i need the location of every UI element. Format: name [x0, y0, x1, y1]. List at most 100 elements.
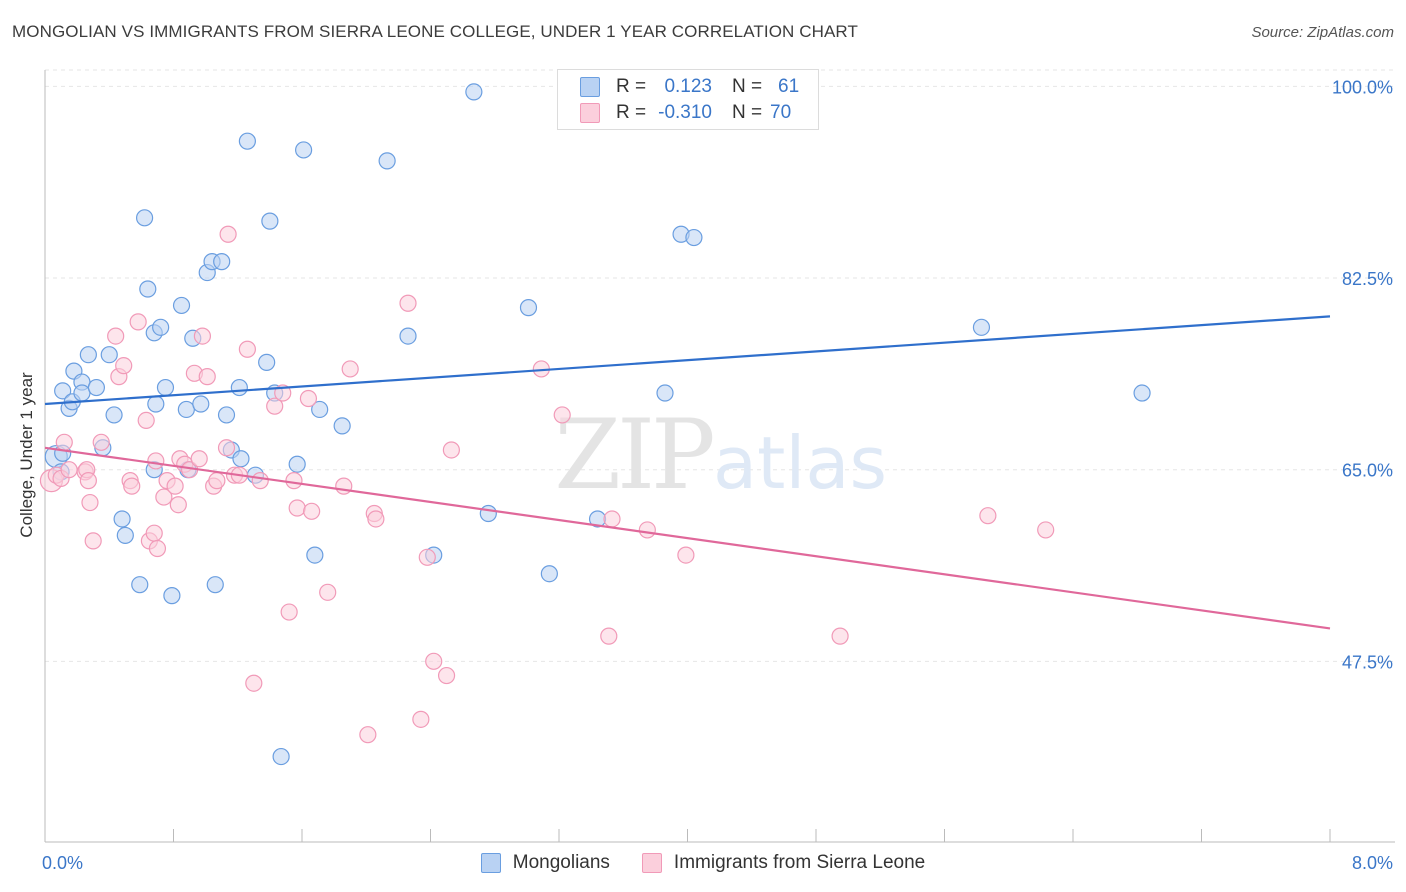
sierra-leone-point — [190, 450, 208, 468]
n-label: N = — [732, 76, 763, 97]
mongolian-point — [213, 253, 231, 271]
x-tick-label: 0.0% — [42, 853, 83, 873]
mongolian-point — [272, 747, 290, 766]
mongolian-point — [479, 504, 497, 523]
tick-labels: 47.5% 65.0% 82.5% 100.0% 0.0% 8.0% — [42, 77, 1393, 873]
sierra-leone-point — [145, 524, 163, 542]
y-tick-label: 47.5% — [1342, 652, 1393, 672]
sierra-leone-point — [359, 726, 377, 744]
mongolian-point — [147, 395, 165, 413]
sierra-leone-point — [442, 441, 460, 459]
legend-item-mongolians: Mongolians — [480, 852, 610, 874]
mongolian-point — [135, 209, 154, 227]
sierra-leone-point — [55, 433, 73, 451]
mongolians-trend-line — [44, 315, 1331, 406]
y-tick-label: 82.5% — [1342, 269, 1393, 289]
sierra-leone-point — [303, 502, 321, 520]
sierra-leone-point — [147, 452, 165, 470]
sierra-leone-point — [425, 652, 443, 670]
mongolian-point — [54, 382, 72, 400]
n-label: N = — [732, 102, 763, 123]
sierra-leone-swatch — [580, 103, 600, 123]
sierra-leone-point — [437, 666, 456, 685]
mongolian-point — [87, 378, 106, 397]
r-value: -0.310 — [658, 102, 712, 123]
sierra-leone-point — [266, 397, 284, 415]
sierra-leone-point — [288, 499, 306, 517]
sierra-leone-point — [115, 357, 133, 375]
sierra-leone-point — [341, 360, 359, 378]
mongolian-point — [311, 400, 329, 419]
mongolian-point — [163, 587, 181, 605]
sierra-leone-point — [335, 477, 353, 495]
mongolian-point — [465, 83, 483, 101]
mongolian-point — [177, 400, 195, 419]
sierra-leone-swatch — [641, 853, 662, 873]
mongolian-point — [333, 417, 351, 435]
trend-lines — [44, 315, 1331, 630]
sierra-leone-point — [553, 406, 571, 424]
sierra-leone-point — [193, 327, 212, 345]
sierra-leone-point — [600, 627, 618, 645]
sierra-leone-point — [208, 472, 226, 490]
mongolian-point — [172, 296, 191, 315]
sierra-leone-point — [166, 477, 184, 495]
sierra-leone-point — [198, 368, 216, 386]
sierra-leone-point — [399, 294, 417, 312]
sierra-leone-point — [217, 439, 236, 457]
chart-title: MONGOLIAN VS IMMIGRANTS FROM SIERRA LEON… — [12, 22, 858, 41]
mongolian-point — [232, 450, 250, 468]
sierra-leone-point — [831, 627, 849, 645]
mongolian-point — [306, 546, 324, 564]
mongolian-point — [79, 346, 97, 364]
n-value: 70 — [770, 102, 792, 123]
sierra-leone-point — [251, 472, 269, 490]
sierra-leone-point — [319, 583, 337, 601]
sierra-leone-point — [245, 674, 263, 692]
n-value: 61 — [778, 76, 800, 97]
mongolian-point — [972, 318, 991, 336]
mongolian-point — [399, 327, 417, 345]
sierra-leone-point — [60, 461, 78, 479]
sierra-leone-point — [81, 493, 99, 512]
mongolian-point — [113, 510, 131, 528]
mongolian-point — [685, 228, 703, 247]
mongolian-point — [238, 132, 256, 150]
mongolian-point — [152, 318, 170, 336]
sierra-leone-point — [677, 546, 695, 564]
sierra-leone-point — [148, 539, 167, 558]
mongolian-point — [131, 576, 149, 594]
sierra-leone-point — [299, 389, 318, 408]
data-points — [39, 83, 1151, 766]
legend-label: Mongolians — [512, 852, 610, 873]
mongolians-swatch — [480, 853, 501, 873]
gridlines — [45, 69, 1395, 662]
mongolian-point — [258, 353, 276, 371]
stats-row-sierra-leone: R = -0.310 N = 70 — [580, 100, 791, 126]
mongolian-point — [378, 152, 396, 170]
mongolian-point — [116, 526, 134, 544]
sierra-leone-point — [367, 510, 385, 528]
sierra-leone-point — [285, 472, 303, 490]
legend-item-sierra-leone: Immigrants from Sierra Leone — [641, 852, 925, 874]
sierra-leone-point — [123, 477, 141, 495]
sierra-leone-point — [979, 507, 997, 525]
watermark-atlas: atlas — [713, 421, 887, 505]
y-tick-label: 65.0% — [1342, 461, 1393, 481]
sierra-leone-point — [238, 340, 256, 358]
sierra-leone-point — [155, 488, 173, 506]
sierra-leone-point — [418, 548, 436, 566]
mongolian-point — [519, 299, 538, 317]
mongolian-point — [105, 406, 123, 424]
mongolian-point — [217, 406, 236, 424]
mongolian-point — [656, 384, 674, 402]
sierra-leone-point — [412, 710, 430, 728]
sierra-leone-point — [280, 603, 298, 621]
mongolian-point — [156, 378, 175, 397]
sierra-leone-point — [1037, 521, 1055, 539]
sierra-leone-point — [92, 433, 110, 451]
r-label: R = — [616, 102, 647, 123]
mongolian-point — [192, 395, 210, 413]
x-tick-label: 8.0% — [1352, 853, 1393, 873]
